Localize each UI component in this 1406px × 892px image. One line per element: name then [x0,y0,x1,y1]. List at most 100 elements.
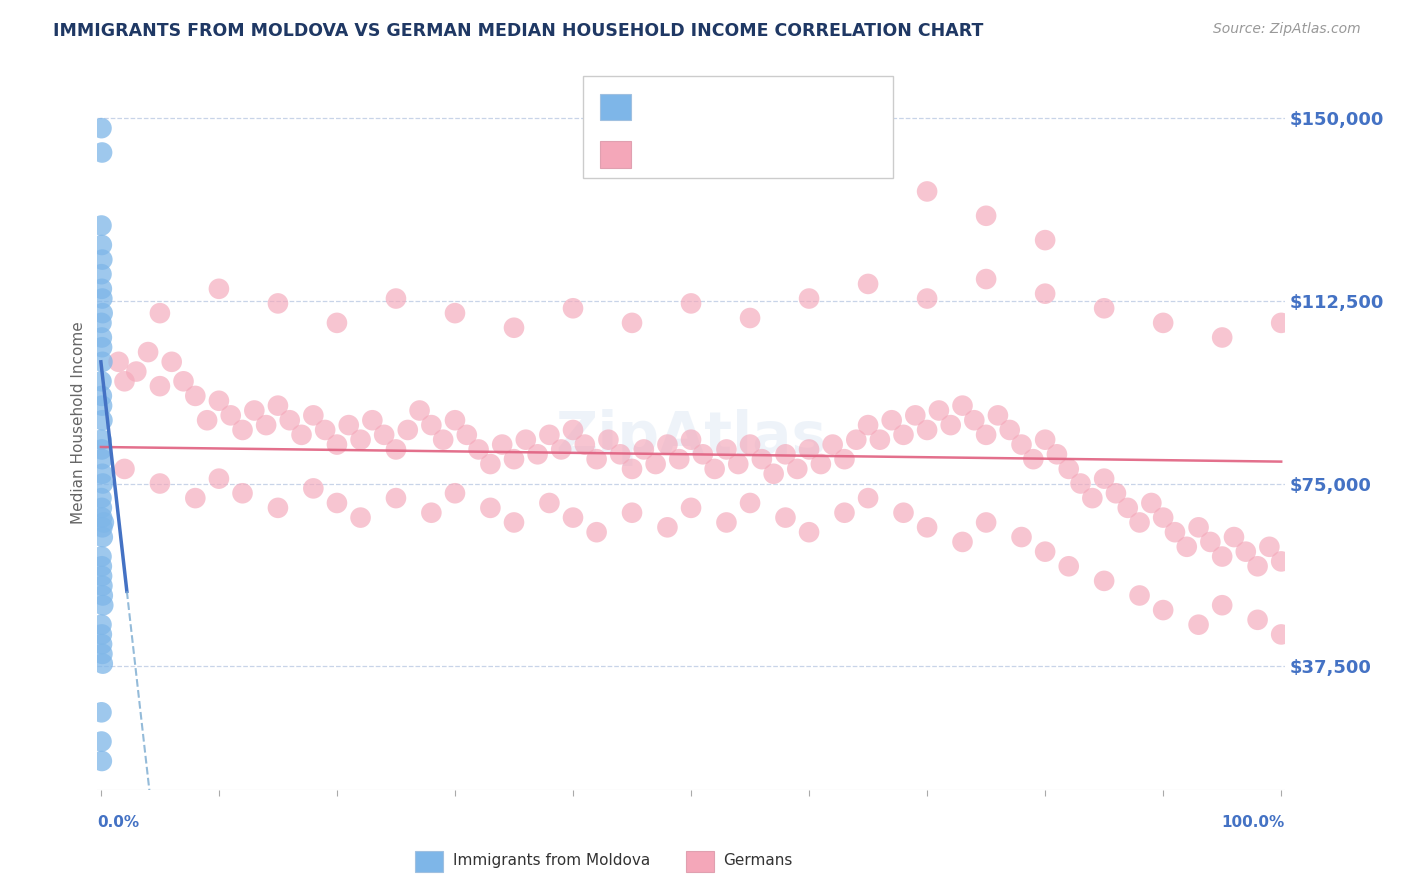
Point [90,754,112,768]
Point [1092,574,1115,588]
Point [349,510,371,524]
Point [1187,617,1209,632]
Point [679,433,702,447]
Point [679,296,702,310]
Point [1092,472,1115,486]
Point [90,121,112,136]
Point [657,437,679,451]
Point [91,520,114,534]
Point [1011,437,1033,451]
Text: Germans: Germans [723,853,792,868]
Point [1092,301,1115,316]
Point [1223,530,1246,544]
Point [125,365,148,379]
Point [1211,598,1233,612]
Point [267,296,290,310]
Point [633,442,655,457]
Point [1081,491,1104,505]
Point [231,486,253,500]
Point [337,418,360,433]
Point [243,403,266,417]
Point [834,506,856,520]
Point [91,569,114,583]
Point [444,486,467,500]
Point [90,617,112,632]
Point [90,219,112,233]
Point [550,442,572,457]
Point [90,282,112,296]
Point [91,340,114,354]
Point [91,355,114,369]
Point [939,418,962,433]
Point [491,437,513,451]
Point [1152,510,1174,524]
Point [974,427,997,442]
Point [952,535,974,549]
Point [90,500,112,515]
Point [1033,286,1056,301]
Point [738,496,761,510]
Point [974,209,997,223]
Point [1175,540,1198,554]
Point [834,452,856,467]
Point [893,506,915,520]
Point [444,306,467,320]
Point [107,355,129,369]
Point [231,423,253,437]
Point [893,427,915,442]
Point [91,145,114,160]
Point [349,433,371,447]
Point [91,399,114,413]
Point [91,476,114,491]
Point [915,185,938,199]
Point [90,389,112,403]
Point [444,413,467,427]
Point [420,418,443,433]
Point [91,589,114,603]
Point [326,316,349,330]
Point [219,409,242,423]
Point [952,399,974,413]
Point [149,476,172,491]
Point [503,320,526,334]
Point [585,525,607,540]
Point [738,311,761,326]
Point [562,510,585,524]
Point [1128,516,1150,530]
Point [302,482,325,496]
Point [915,423,938,437]
Text: ZipAtlas: ZipAtlas [555,409,827,466]
Point [1246,559,1268,574]
Point [797,525,820,540]
Point [361,413,384,427]
Point [562,301,585,316]
Point [562,423,585,437]
Point [1199,535,1222,549]
Point [1105,486,1128,500]
Text: IMMIGRANTS FROM MOLDOVA VS GERMAN MEDIAN HOUSEHOLD INCOME CORRELATION CHART: IMMIGRANTS FROM MOLDOVA VS GERMAN MEDIAN… [53,22,984,40]
Point [856,491,879,505]
Point [91,467,114,481]
Point [1234,544,1257,558]
Point [90,238,112,252]
Point [114,374,136,388]
Point [810,457,832,471]
Point [727,457,749,471]
Point [90,491,112,505]
Point [1057,462,1080,476]
Point [657,520,679,534]
Point [1128,589,1150,603]
Point [797,442,820,457]
Point [880,413,903,427]
Y-axis label: Median Household Income: Median Household Income [72,321,86,524]
Point [1022,452,1045,467]
Point [538,496,561,510]
Point [90,374,112,388]
Point [184,491,207,505]
Point [797,136,820,150]
Point [1011,530,1033,544]
Point [703,462,725,476]
Point [1187,520,1209,534]
Point [149,379,172,393]
Point [396,423,419,437]
